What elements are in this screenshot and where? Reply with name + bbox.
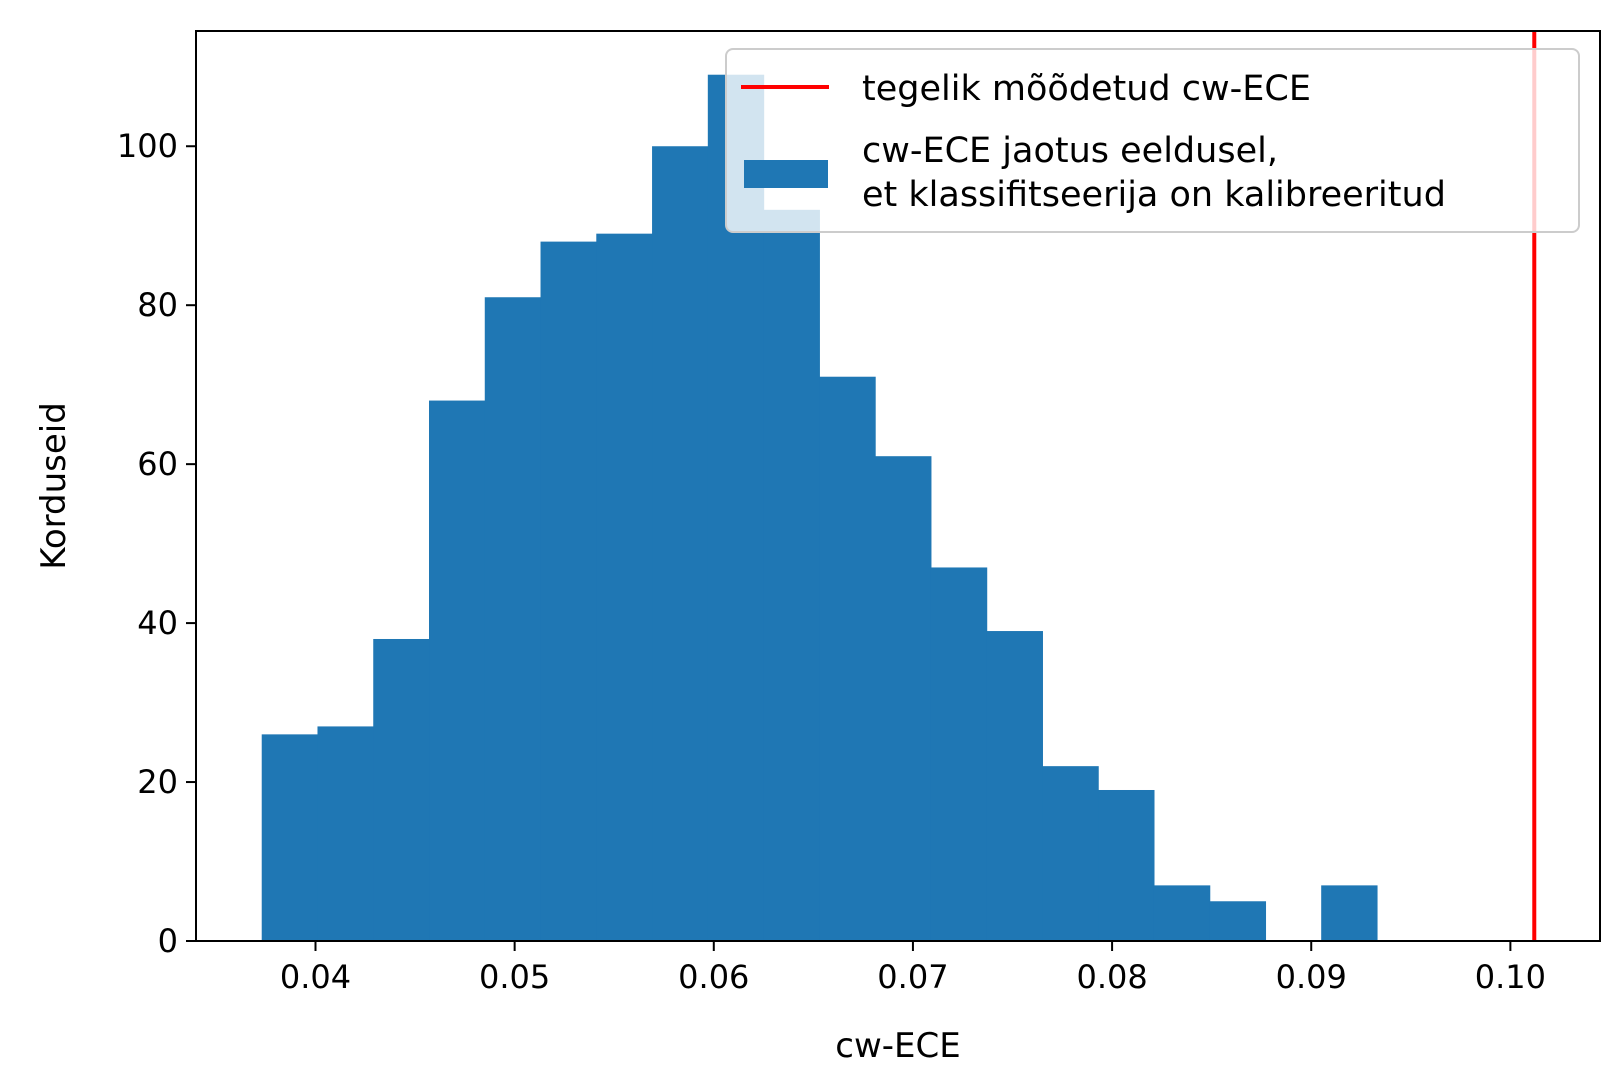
histogram-bar-16	[1098, 789, 1155, 941]
x-tick-label: 0.08	[1076, 958, 1147, 996]
legend-label-measured: tegelik mõõdetud cw-ECE	[862, 69, 1311, 109]
y-tick-label: 20	[137, 763, 178, 801]
x-axis-ticks: 0.04 0.05 0.06 0.07 0.08 0.09 0.10	[280, 941, 1546, 996]
histogram-bar-13	[930, 567, 988, 941]
x-tick-label: 0.04	[280, 958, 351, 996]
y-tick-label: 60	[137, 445, 178, 483]
legend-label-distribution-line2: et klassifitseerija on kalibreeritud	[862, 175, 1446, 215]
histogram-bar-12	[875, 456, 932, 941]
histogram-bar-11	[819, 376, 876, 941]
plot-frame	[195, 30, 1601, 942]
legend: tegelik mõõdetud cw-ECE cw-ECE jaotus eel…	[725, 48, 1580, 233]
legend-label-distribution-line1: cw-ECE jaotus eeldusel,	[862, 131, 1278, 171]
x-axis-title: cw-ECE	[835, 1026, 960, 1066]
histogram-bar-1	[261, 734, 319, 941]
x-tick-label: 0.06	[678, 958, 749, 996]
histogram-bar-15	[1042, 766, 1099, 941]
y-tick-label: 0	[158, 922, 178, 960]
histogram-bar-2	[317, 726, 374, 941]
x-tick-label: 0.10	[1475, 958, 1546, 996]
y-axis-title: Korduseid	[34, 402, 74, 570]
x-tick-label: 0.05	[479, 958, 550, 996]
histogram-bar-8	[652, 146, 709, 941]
y-tick-label: 40	[137, 604, 178, 642]
y-tick-label: 100	[117, 127, 178, 165]
legend-patch-swatch	[744, 160, 828, 188]
histogram-bar-4	[429, 400, 486, 941]
histogram-bar-10	[763, 209, 820, 942]
legend-box	[725, 48, 1580, 233]
x-tick-label: 0.09	[1276, 958, 1347, 996]
histogram-bar-17	[1153, 885, 1211, 941]
y-axis-ticks: 0 20 40 60 80 100	[117, 127, 196, 960]
y-tick-label: 80	[137, 286, 178, 324]
histogram-bar-7	[596, 233, 653, 941]
x-tick-label: 0.07	[877, 958, 948, 996]
histogram-bars	[261, 74, 1378, 942]
histogram-bar-20	[1321, 885, 1378, 941]
histogram-bar-6	[540, 241, 597, 942]
histogram-bar-18	[1209, 901, 1267, 941]
histogram-bar-3	[373, 638, 430, 941]
histogram-bar-5	[484, 297, 542, 942]
histogram-bar-14	[986, 631, 1043, 941]
